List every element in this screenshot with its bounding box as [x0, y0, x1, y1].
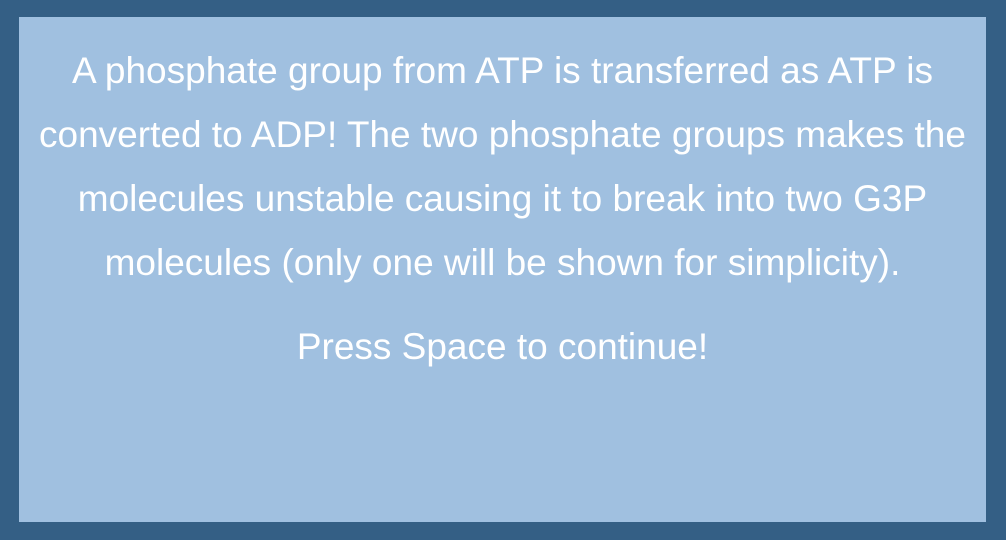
continue-prompt: Press Space to continue! [296, 326, 709, 367]
dialog-panel[interactable]: A phosphate group from ATP is transferre… [19, 17, 986, 522]
dialog-message: A phosphate group from ATP is transferre… [39, 50, 966, 283]
